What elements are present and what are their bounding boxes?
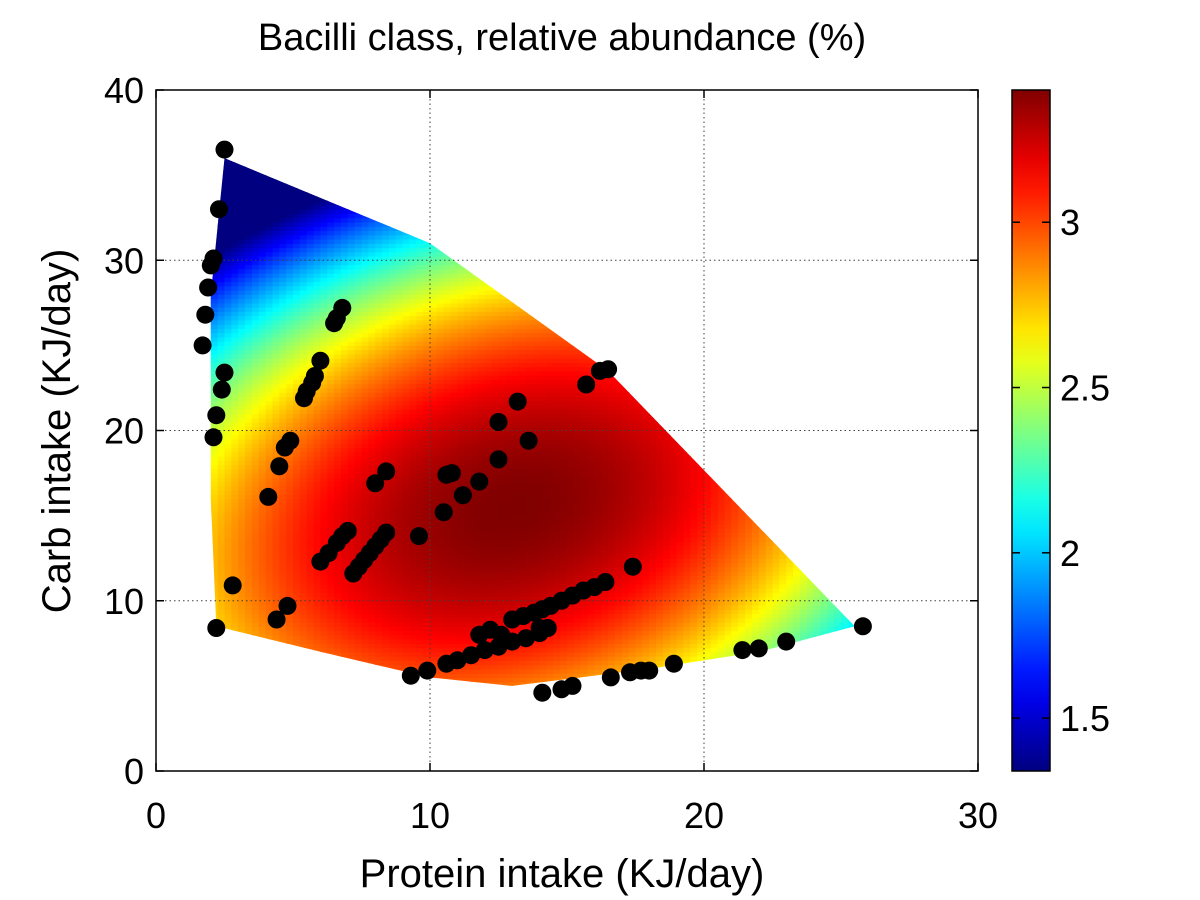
data-point bbox=[281, 431, 300, 450]
data-point bbox=[519, 431, 538, 450]
data-point bbox=[259, 487, 278, 506]
data-point bbox=[207, 406, 226, 425]
data-point bbox=[204, 428, 223, 447]
data-point bbox=[267, 610, 286, 629]
data-point bbox=[623, 557, 642, 576]
data-point bbox=[733, 641, 752, 660]
x-tick-label: 0 bbox=[146, 795, 166, 836]
data-point bbox=[664, 654, 683, 673]
data-point bbox=[533, 683, 552, 702]
data-point bbox=[453, 486, 472, 505]
data-point bbox=[193, 336, 212, 355]
data-point bbox=[215, 140, 234, 159]
data-point bbox=[538, 619, 557, 637]
data-point bbox=[196, 305, 215, 324]
data-point bbox=[333, 298, 352, 317]
data-point bbox=[516, 629, 535, 648]
x-tick-label: 20 bbox=[684, 795, 724, 836]
data-point bbox=[311, 351, 330, 370]
data-point bbox=[210, 200, 228, 219]
data-point bbox=[338, 521, 357, 540]
data-point bbox=[377, 462, 396, 481]
data-point bbox=[599, 360, 618, 379]
x-tick-label: 30 bbox=[958, 795, 998, 836]
colorbar-tick-label: 1.5 bbox=[1060, 698, 1110, 739]
data-point bbox=[215, 363, 234, 382]
data-point bbox=[489, 413, 508, 431]
data-point bbox=[470, 472, 489, 491]
colorbar bbox=[1011, 89, 1051, 772]
data-point bbox=[596, 573, 615, 591]
data-point bbox=[270, 457, 289, 476]
y-tick-label: 10 bbox=[104, 581, 144, 622]
data-point bbox=[366, 474, 385, 493]
data-point bbox=[305, 367, 324, 385]
data-point bbox=[212, 380, 231, 399]
data-point bbox=[401, 666, 420, 685]
colorbar-tick-label: 3 bbox=[1060, 202, 1080, 243]
data-point bbox=[777, 632, 796, 651]
data-point bbox=[418, 661, 437, 680]
colorbar-tick-label: 2.5 bbox=[1060, 368, 1110, 409]
data-points bbox=[193, 140, 872, 702]
data-point bbox=[223, 576, 242, 595]
data-point bbox=[201, 256, 220, 275]
data-point bbox=[199, 278, 218, 297]
data-point bbox=[640, 661, 659, 680]
data-point bbox=[410, 527, 428, 546]
x-axis-label: Protein intake (KJ/day) bbox=[360, 852, 765, 896]
data-point bbox=[492, 625, 511, 644]
data-point bbox=[207, 619, 226, 637]
data-point bbox=[601, 668, 620, 687]
y-tick-label: 40 bbox=[104, 70, 144, 111]
x-tick-label: 10 bbox=[410, 795, 450, 836]
y-tick-label: 0 bbox=[124, 751, 144, 792]
data-point bbox=[749, 639, 768, 658]
axis-ticks: 0 10 20 30 0 10 20 30 40 bbox=[104, 70, 998, 836]
data-point bbox=[448, 651, 467, 670]
data-point bbox=[577, 375, 596, 394]
data-point bbox=[442, 464, 461, 483]
data-point bbox=[462, 646, 481, 665]
y-axis-label: Carb intake (KJ/day) bbox=[35, 249, 79, 614]
colorbar-ticks: 1.5 2 2.5 3 bbox=[1012, 202, 1110, 739]
data-point bbox=[475, 641, 494, 660]
y-tick-label: 30 bbox=[104, 240, 144, 281]
data-point bbox=[434, 503, 453, 522]
data-point bbox=[489, 450, 508, 469]
data-point bbox=[377, 523, 396, 542]
data-point bbox=[278, 596, 297, 615]
y-tick-label: 20 bbox=[104, 411, 144, 452]
data-point bbox=[508, 392, 527, 411]
data-point bbox=[563, 676, 582, 695]
data-point bbox=[853, 617, 872, 636]
colorbar-tick-label: 2 bbox=[1060, 533, 1080, 574]
chart-title: Bacilli class, relative abundance (%) bbox=[258, 17, 866, 59]
